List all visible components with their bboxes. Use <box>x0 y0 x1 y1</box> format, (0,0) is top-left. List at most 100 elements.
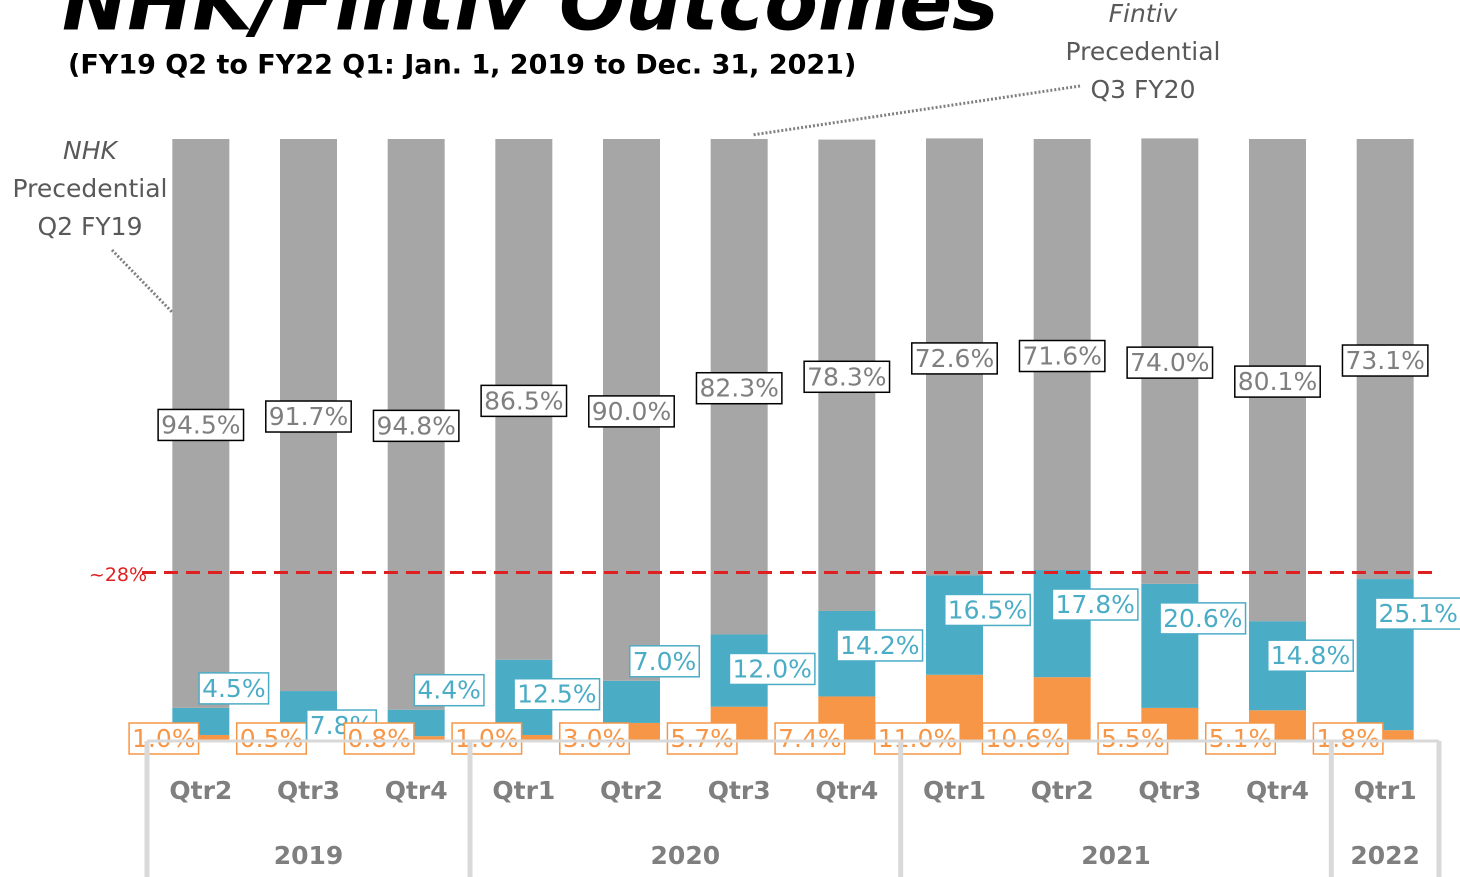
x-group-label: 2021 <box>1081 841 1151 870</box>
data-label: 1.8% <box>1316 724 1380 753</box>
annotation-text: Precedential <box>13 174 168 203</box>
bar-segment <box>495 734 553 741</box>
data-label: 80.1% <box>1238 367 1317 396</box>
x-tick-label: Qtr4 <box>385 776 448 805</box>
data-label-box <box>911 342 998 375</box>
data-label-box <box>1204 722 1277 755</box>
chart-subtitle: (FY19 Q2 to FY22 Q1: Jan. 1, 2019 to Dec… <box>68 50 856 81</box>
data-label: 0.5% <box>240 724 304 753</box>
data-label: 72.6% <box>915 344 994 373</box>
data-label: 4.4% <box>417 676 481 705</box>
data-label-box <box>981 722 1069 755</box>
data-label-box <box>1126 346 1214 379</box>
data-label: 14.8% <box>1271 641 1350 670</box>
data-label: 3.0% <box>563 724 627 753</box>
x-tick-label: Qtr2 <box>1031 776 1094 805</box>
data-label: 94.5% <box>161 410 240 439</box>
reference-label: ~28% <box>89 564 147 586</box>
data-label-box <box>480 384 568 418</box>
data-label: 12.0% <box>732 654 811 683</box>
chart-title: NHK/Fintiv Outcomes <box>62 0 999 48</box>
data-label-box <box>1097 722 1169 755</box>
bar-segment <box>603 680 660 723</box>
x-tick-label: Qtr3 <box>708 776 771 805</box>
data-label-box <box>1051 588 1139 621</box>
data-label: 71.6% <box>1022 342 1101 371</box>
annotation-text: Precedential <box>1066 37 1221 66</box>
x-tick-label: Qtr3 <box>1138 776 1201 805</box>
data-label-box <box>372 409 460 443</box>
data-label-box <box>874 722 961 755</box>
data-label: 90.0% <box>592 397 671 426</box>
data-label: 1.0% <box>132 724 196 753</box>
data-label-box <box>558 722 631 755</box>
data-label: 11.0% <box>878 724 957 753</box>
data-label-box <box>695 371 783 405</box>
data-label: 82.3% <box>699 374 778 403</box>
x-tick-label: Qtr3 <box>277 776 340 805</box>
data-label-box <box>588 395 675 428</box>
annotation-leader <box>751 84 1081 137</box>
data-label: 25.1% <box>1378 599 1457 628</box>
data-label-box <box>836 629 924 662</box>
data-label-box <box>1018 339 1106 373</box>
annotation-text: Fintiv <box>1109 0 1179 28</box>
annotation-text: Q3 FY20 <box>1091 75 1196 104</box>
data-label-box <box>513 677 601 711</box>
data-label: 74.0% <box>1130 348 1209 377</box>
annotation-leader <box>110 248 174 314</box>
x-tick-label: Qtr1 <box>1354 776 1417 805</box>
data-label-box <box>451 722 523 755</box>
data-label-box <box>728 652 816 686</box>
data-label: 91.7% <box>269 402 348 431</box>
x-tick-label: Qtr2 <box>600 776 663 805</box>
bar-segment <box>1033 570 1091 678</box>
x-tick-label: Qtr4 <box>1246 776 1309 805</box>
data-label-box <box>803 360 891 394</box>
data-label: 78.3% <box>807 362 886 391</box>
data-label: 5.1% <box>1209 724 1273 753</box>
data-label-box <box>413 673 485 707</box>
data-label-box <box>1159 602 1247 635</box>
data-label: 16.5% <box>948 595 1027 624</box>
data-label: 17.8% <box>1055 590 1134 619</box>
data-label: 1.0% <box>455 724 519 753</box>
data-label-box <box>265 400 352 433</box>
data-label-box <box>157 408 245 442</box>
data-label: 10.6% <box>985 724 1064 753</box>
data-label-box <box>666 722 738 755</box>
x-tick-label: Qtr4 <box>815 776 878 805</box>
x-tick-label: Qtr2 <box>169 776 232 805</box>
annotation-text: Q2 FY19 <box>38 212 143 241</box>
data-label: 5.5% <box>1101 724 1165 753</box>
data-label: 94.8% <box>376 411 455 440</box>
data-label-box <box>198 672 270 705</box>
data-label: 4.5% <box>202 674 266 703</box>
x-tick-label: Qtr1 <box>492 776 555 805</box>
data-label-box <box>1341 344 1429 377</box>
bar-segment <box>1356 730 1414 741</box>
data-label-box <box>235 722 308 755</box>
data-label: 73.1% <box>1345 346 1424 375</box>
data-label: 12.5% <box>517 680 596 709</box>
data-label: 20.6% <box>1163 604 1242 633</box>
data-label: 0.8% <box>347 724 411 753</box>
data-label-box <box>1312 722 1384 755</box>
data-label: 7.4% <box>778 724 842 753</box>
data-label: 5.7% <box>670 724 734 753</box>
data-label-box <box>774 722 846 755</box>
data-label-box <box>628 645 701 678</box>
data-label-box <box>1234 365 1321 398</box>
data-label-box <box>1267 639 1354 672</box>
data-label-box <box>128 722 200 755</box>
data-label-box <box>343 722 415 755</box>
x-tick-label: Qtr1 <box>923 776 986 805</box>
bar-segment <box>387 736 445 741</box>
data-label: 14.2% <box>840 631 919 660</box>
data-label-box <box>1374 597 1460 630</box>
x-group-label: 2019 <box>274 841 344 870</box>
x-group-label: 2020 <box>651 841 721 870</box>
data-label: 86.5% <box>484 386 563 415</box>
data-label: 7.0% <box>633 647 697 676</box>
